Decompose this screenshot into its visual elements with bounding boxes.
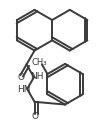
Text: O: O: [17, 73, 24, 82]
Text: HN: HN: [17, 85, 30, 94]
Text: CH₃: CH₃: [32, 58, 47, 67]
Text: NH: NH: [31, 72, 44, 81]
Text: O: O: [31, 112, 38, 121]
